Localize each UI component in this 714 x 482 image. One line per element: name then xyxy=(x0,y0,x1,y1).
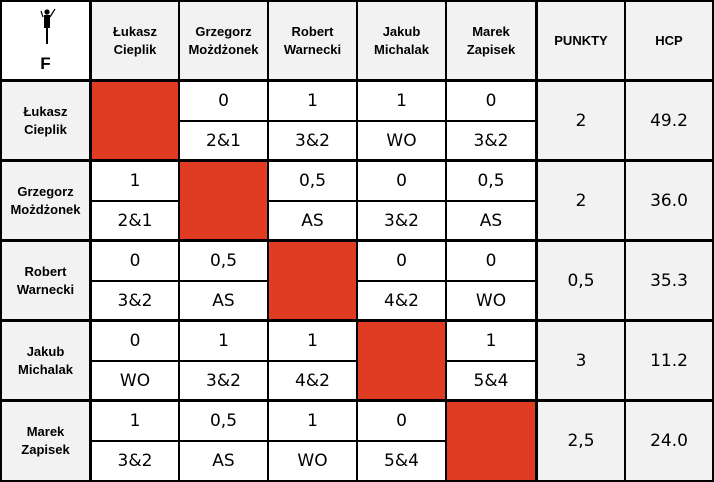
column-header-label: Grzegorz Możdżonek xyxy=(188,23,259,57)
diagonal-cell xyxy=(447,402,535,480)
match-score: 1 xyxy=(92,402,178,440)
row-header-label: Jakub Michalak xyxy=(18,343,73,377)
match-result: 3&2 xyxy=(92,282,178,319)
match-result: 4&2 xyxy=(358,282,445,319)
diagonal-cell xyxy=(358,322,445,399)
diagonal-cell xyxy=(180,162,267,239)
hcp-value: 49.2 xyxy=(626,82,712,159)
points-header-label: PUNKTY xyxy=(554,32,608,48)
hcp-header-label: HCP xyxy=(655,32,683,48)
column-header-hcp: HCP xyxy=(626,2,712,79)
row-header-label: Grzegorz Możdżonek xyxy=(10,183,81,217)
match-score: 1 xyxy=(269,82,356,120)
row-header-player: Grzegorz Możdżonek xyxy=(2,162,89,239)
diagonal-cell xyxy=(92,82,178,159)
match-result: WO xyxy=(358,122,445,159)
row-header-label: Marek Zapisek xyxy=(21,424,70,457)
match-score: 1 xyxy=(92,162,178,200)
hcp-value: 11.2 xyxy=(626,322,712,399)
column-header-player: Grzegorz Możdżonek xyxy=(180,2,267,79)
golfer-icon xyxy=(40,8,56,44)
diagonal-cell xyxy=(269,242,356,319)
match-result: WO xyxy=(92,362,178,399)
match-score: 0,5 xyxy=(180,242,267,280)
hcp-value: 35.3 xyxy=(626,242,712,319)
match-score: 1 xyxy=(269,402,356,440)
column-header-points: PUNKTY xyxy=(538,2,624,79)
column-header-label: Robert Warnecki xyxy=(283,23,342,57)
corner-cell: F xyxy=(2,2,89,79)
match-score: 0,5 xyxy=(447,162,535,200)
row-header-player: Łukasz Cieplik xyxy=(2,82,89,159)
match-score: 0 xyxy=(447,82,535,120)
column-header-player: Jakub Michalak xyxy=(358,2,445,79)
match-result: AS xyxy=(180,282,267,319)
match-score: 0 xyxy=(92,322,178,360)
column-header-label: Marek Zapisek xyxy=(466,23,516,57)
match-score: 0 xyxy=(358,162,445,200)
match-result: AS xyxy=(447,202,535,239)
points-value: 2 xyxy=(538,162,624,239)
column-header-player: Łukasz Cieplik xyxy=(92,2,178,79)
column-header-label: Łukasz Cieplik xyxy=(112,23,158,57)
match-score: 1 xyxy=(358,82,445,120)
match-result: 3&2 xyxy=(269,122,356,159)
row-header-label: Łukasz Cieplik xyxy=(23,103,68,137)
match-result: 3&2 xyxy=(180,362,267,399)
match-score: 0 xyxy=(358,242,445,280)
match-result: WO xyxy=(447,282,535,319)
match-result: 2&1 xyxy=(92,202,178,239)
row-header-player: Marek Zapisek xyxy=(2,402,89,480)
match-result: AS xyxy=(180,442,267,480)
match-result: 3&2 xyxy=(92,442,178,480)
match-result: 3&2 xyxy=(447,122,535,159)
match-score: 0 xyxy=(92,242,178,280)
match-score: 1 xyxy=(447,322,535,360)
points-value: 2 xyxy=(538,82,624,159)
match-result: 5&4 xyxy=(358,442,445,480)
match-result: AS xyxy=(269,202,356,239)
match-score: 0 xyxy=(358,402,445,440)
hcp-value: 36.0 xyxy=(626,162,712,239)
match-result: 4&2 xyxy=(269,362,356,399)
row-header-player: Jakub Michalak xyxy=(2,322,89,399)
points-value: 3 xyxy=(538,322,624,399)
points-value: 0,5 xyxy=(538,242,624,319)
match-result: 5&4 xyxy=(447,362,535,399)
match-score: 1 xyxy=(269,322,356,360)
row-header-label: Robert Warnecki xyxy=(16,263,75,297)
match-score: 0,5 xyxy=(180,402,267,440)
match-result: 3&2 xyxy=(358,202,445,239)
points-value: 2,5 xyxy=(538,402,624,480)
match-score: 0 xyxy=(180,82,267,120)
match-result: 2&1 xyxy=(180,122,267,159)
match-result: WO xyxy=(269,442,356,480)
column-header-label: Jakub Michalak xyxy=(374,23,429,57)
column-header-player: Robert Warnecki xyxy=(269,2,356,79)
row-header-player: Robert Warnecki xyxy=(2,242,89,319)
match-score: 1 xyxy=(180,322,267,360)
column-header-player: Marek Zapisek xyxy=(447,2,535,79)
hcp-value: 24.0 xyxy=(626,402,712,480)
group-label: F xyxy=(40,54,51,73)
match-score: 0,5 xyxy=(269,162,356,200)
match-score: 0 xyxy=(447,242,535,280)
